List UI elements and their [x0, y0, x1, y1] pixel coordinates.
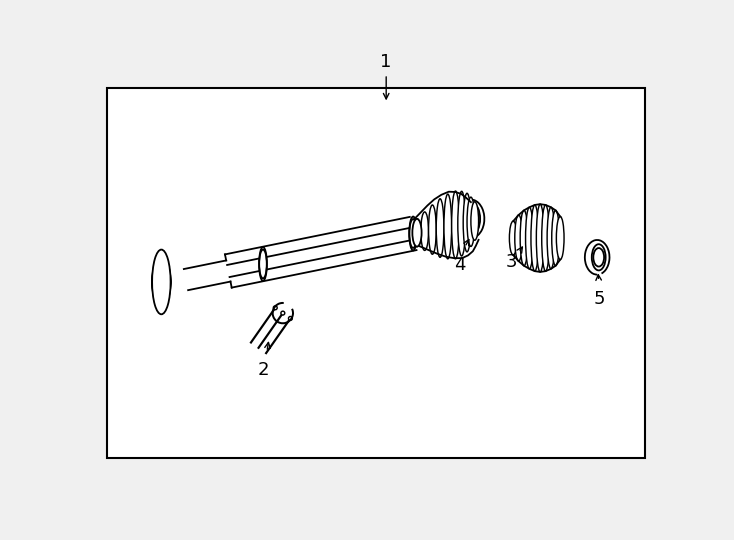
Ellipse shape	[259, 247, 267, 281]
Text: 4: 4	[454, 256, 466, 274]
Ellipse shape	[515, 215, 523, 261]
Ellipse shape	[288, 316, 292, 320]
Text: 5: 5	[594, 289, 606, 308]
Text: 3: 3	[506, 253, 517, 272]
Ellipse shape	[531, 205, 539, 271]
Ellipse shape	[413, 219, 421, 247]
Ellipse shape	[537, 204, 544, 272]
Ellipse shape	[152, 249, 170, 314]
Ellipse shape	[281, 311, 285, 315]
Text: 2: 2	[257, 361, 269, 379]
Ellipse shape	[273, 306, 277, 310]
Ellipse shape	[463, 193, 471, 252]
Ellipse shape	[467, 197, 475, 246]
Ellipse shape	[410, 217, 417, 251]
Ellipse shape	[421, 212, 429, 251]
Ellipse shape	[542, 205, 550, 271]
Ellipse shape	[592, 244, 606, 271]
Ellipse shape	[444, 194, 451, 259]
Ellipse shape	[451, 191, 459, 259]
Ellipse shape	[436, 199, 444, 257]
Ellipse shape	[465, 204, 480, 234]
Ellipse shape	[471, 202, 479, 240]
Ellipse shape	[413, 219, 421, 247]
Ellipse shape	[526, 207, 534, 269]
Ellipse shape	[552, 211, 559, 266]
Ellipse shape	[429, 205, 436, 254]
Ellipse shape	[556, 217, 564, 260]
Text: 1: 1	[380, 53, 392, 71]
Ellipse shape	[509, 221, 517, 255]
Bar	[107, 88, 645, 457]
Ellipse shape	[520, 211, 528, 266]
Ellipse shape	[547, 207, 555, 269]
Ellipse shape	[458, 191, 465, 256]
